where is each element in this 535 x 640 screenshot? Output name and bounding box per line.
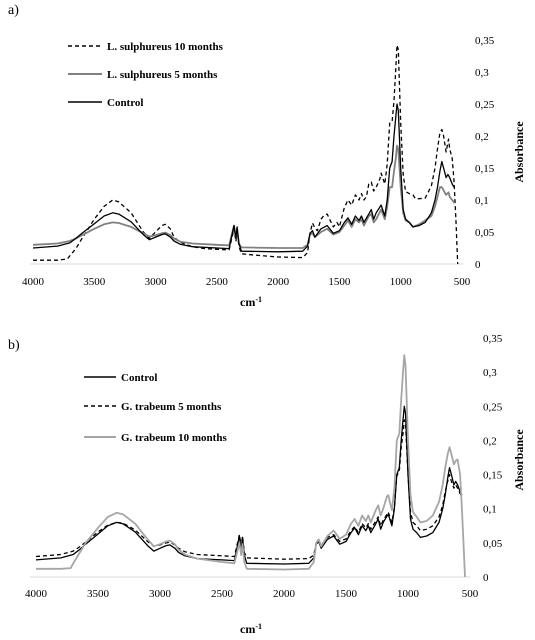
- x-tick-label-a-7: 500: [454, 276, 471, 288]
- x-axis-title-a: cm-1: [240, 295, 262, 310]
- x-tick-label-b-0: 4000: [25, 588, 48, 600]
- x-tick-label-b-5: 1500: [335, 588, 358, 600]
- x-tick-label-b-6: 1000: [397, 588, 420, 600]
- legend-label-a-3: Control: [107, 97, 143, 109]
- x-tick-labels-a: 4000 3500 3000 2500 2000 1500 1000 500: [22, 276, 471, 288]
- y-tick-label-a-7: 0,35: [475, 35, 495, 47]
- legend-entry-a-1: L. sulphureus 10 months: [68, 41, 224, 53]
- legend-entry-b-1: Control: [84, 372, 157, 384]
- x-tick-label-b-7: 500: [462, 588, 479, 600]
- legend-entry-b-3: G. trabeum 10 months: [84, 432, 227, 444]
- y-tick-label-b-4: 0,2: [483, 435, 497, 447]
- series-line-b-3: [36, 354, 466, 578]
- y-axis-title-b: Absorbance: [512, 429, 526, 491]
- legend-label-a-2: L. sulphureus 5 months: [107, 69, 218, 81]
- series-layer-a: [32, 44, 459, 265]
- y-tick-label-a-3: 0,15: [475, 163, 495, 175]
- x-tick-label-b-2: 3000: [149, 588, 172, 600]
- y-tick-labels-a: 0 0,05 0,1 0,15 0,2 0,25 0,3 0,35: [475, 35, 495, 271]
- y-tick-label-a-4: 0,2: [475, 131, 489, 143]
- legend-b: Control G. trabeum 5 months G. trabeum 1…: [84, 372, 227, 444]
- y-tick-label-b-6: 0,3: [483, 367, 497, 379]
- y-tick-label-a-6: 0,3: [475, 67, 489, 79]
- x-axis-title-b: cm-1: [240, 622, 262, 637]
- y-tick-label-a-0: 0: [475, 259, 481, 271]
- legend-label-b-2: G. trabeum 5 months: [121, 401, 222, 413]
- legend-entry-a-2: L. sulphureus 5 months: [68, 69, 218, 81]
- series-line-a-1: [33, 44, 459, 265]
- series-layer-b: [35, 354, 466, 578]
- series-line-a-2: [32, 144, 456, 249]
- x-tick-labels-b: 4000 3500 3000 2500 2000 1500 1000 500: [25, 588, 479, 600]
- legend-entry-b-2: G. trabeum 5 months: [84, 401, 222, 413]
- y-tick-label-b-5: 0,25: [483, 401, 503, 413]
- panel-label-a: a): [8, 3, 19, 18]
- legend-entry-a-3: Control: [68, 97, 143, 109]
- x-tick-label-b-4: 2000: [273, 588, 296, 600]
- y-tick-label-a-2: 0,1: [475, 195, 489, 207]
- x-tick-label-b-1: 3500: [87, 588, 110, 600]
- x-tick-label-a-5: 1500: [328, 276, 351, 288]
- y-tick-labels-b: 0 0,05 0,1 0,15 0,2 0,25 0,3 0,35: [483, 333, 503, 584]
- x-tick-label-a-1: 3500: [83, 276, 106, 288]
- series-line-b-2: [35, 419, 463, 560]
- legend-label-b-1: Control: [121, 372, 157, 384]
- y-tick-label-b-2: 0,1: [483, 504, 497, 516]
- series-line-b-1: [35, 405, 463, 565]
- y-tick-label-b-3: 0,15: [483, 470, 503, 482]
- x-tick-label-a-0: 4000: [22, 276, 45, 288]
- series-line-a-3: [32, 103, 455, 253]
- panel-label-b: b): [8, 338, 20, 353]
- y-tick-label-b-7: 0,35: [483, 333, 503, 345]
- x-tick-label-a-4: 2000: [267, 276, 290, 288]
- legend-a: L. sulphureus 10 months L. sulphureus 5 …: [68, 41, 224, 109]
- legend-label-b-3: G. trabeum 10 months: [121, 432, 227, 444]
- x-tick-label-a-2: 3000: [145, 276, 168, 288]
- y-tick-label-b-1: 0,05: [483, 538, 503, 550]
- y-tick-label-a-1: 0,05: [475, 227, 495, 239]
- chart-panel-a: a) 4000 3500 3000 2500 2000 1500 1000 500 0 0,05…: [8, 3, 526, 309]
- x-tick-label-a-6: 1000: [390, 276, 413, 288]
- y-axis-title-a: Absorbance: [512, 121, 526, 183]
- chart-panel-b: b) 4000 3500 3000 2500 2000 1500 1000 500 0 0,05…: [8, 333, 526, 636]
- legend-label-a-1: L. sulphureus 10 months: [107, 41, 224, 53]
- y-tick-label-a-5: 0,25: [475, 99, 495, 111]
- x-tick-label-b-3: 2500: [211, 588, 234, 600]
- y-tick-label-b-0: 0: [483, 572, 489, 584]
- x-tick-label-a-3: 2500: [206, 276, 229, 288]
